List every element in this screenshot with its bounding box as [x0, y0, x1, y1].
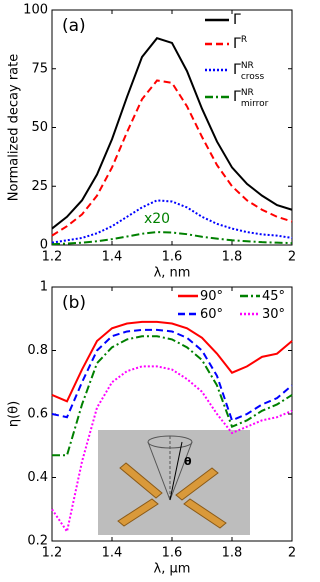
line-series	[51, 365, 293, 534]
x-tick-label: 1.8	[222, 546, 243, 561]
line-series	[51, 199, 293, 244]
legend-label: ΓR	[233, 35, 247, 53]
x-tick-label: 1.6	[162, 250, 183, 265]
legend-subscript: mirror	[241, 99, 269, 109]
legend-name: Γ	[233, 36, 241, 52]
legend-label: ΓNR cross	[233, 61, 264, 82]
y-axis-label: η(θ)	[7, 401, 22, 427]
legend-label: 60°	[200, 307, 223, 322]
legend-label: ΓNR mirror	[233, 88, 269, 109]
legend-superscript: NR	[241, 88, 254, 98]
line-series	[51, 79, 293, 237]
x-axis-label: λ, μm	[154, 562, 191, 577]
panel-label: (a)	[62, 16, 86, 36]
y-tick-label: 50	[31, 120, 48, 135]
legend-name: Γ	[233, 89, 241, 105]
legend-name: 45°	[262, 289, 285, 304]
cone	[147, 435, 193, 501]
y-tick-label: 75	[31, 61, 48, 76]
legend-label: 90°	[200, 289, 223, 304]
line-series	[51, 320, 293, 403]
legend-superscript: NR	[241, 61, 254, 71]
legend-name: Γ	[233, 12, 241, 28]
line-series	[51, 37, 293, 230]
legend-label: 45°	[262, 289, 285, 304]
y-tick-label: 0.4	[27, 470, 48, 485]
legend-name: Γ	[233, 62, 241, 78]
legend-label: 30°	[262, 307, 285, 322]
x-tick-label: 1.4	[102, 250, 123, 265]
legend-superscript: R	[241, 35, 247, 45]
x-tick-label: 2	[288, 250, 296, 265]
panel-label: (b)	[62, 293, 86, 313]
x-tick-label: 1.8	[222, 250, 243, 265]
x-tick-label: 1.6	[162, 546, 183, 561]
x-tick-label: 1.2	[42, 546, 63, 561]
legend-subscript: cross	[241, 72, 265, 82]
y-tick-label: 0	[40, 238, 48, 253]
figure: θ 0 25 50 75 100 1.2 1.4 1.6 1.8 2 λ, nm Normalized…	[7, 3, 297, 577]
line-series	[51, 328, 293, 422]
inset: θ	[98, 430, 250, 535]
y-tick-label: 0.2	[27, 534, 48, 549]
legend-label: Γ	[233, 12, 241, 28]
legend-name: 90°	[200, 289, 223, 304]
y-tick-label: 100	[23, 3, 48, 18]
axes-box-a	[51, 9, 293, 246]
y-tick-label: 0.8	[27, 343, 48, 358]
y-tick-label: 0.6	[27, 407, 48, 422]
x-tick-label: 1.2	[42, 250, 63, 265]
annotation: x20	[144, 211, 170, 227]
y-tick-label: 1	[40, 280, 48, 295]
x-axis-label: λ, nm	[154, 266, 191, 281]
legend-name: 30°	[262, 307, 285, 322]
x-tick-label: 2	[288, 546, 296, 561]
y-tick-label: 25	[31, 179, 48, 194]
legend-name: 60°	[200, 307, 223, 322]
x-tick-label: 1.4	[102, 546, 123, 561]
y-axis-label: Normalized decay rate	[7, 54, 22, 201]
nanorods	[117, 462, 227, 529]
inset-label: θ	[184, 455, 192, 468]
line-series	[52, 335, 293, 457]
